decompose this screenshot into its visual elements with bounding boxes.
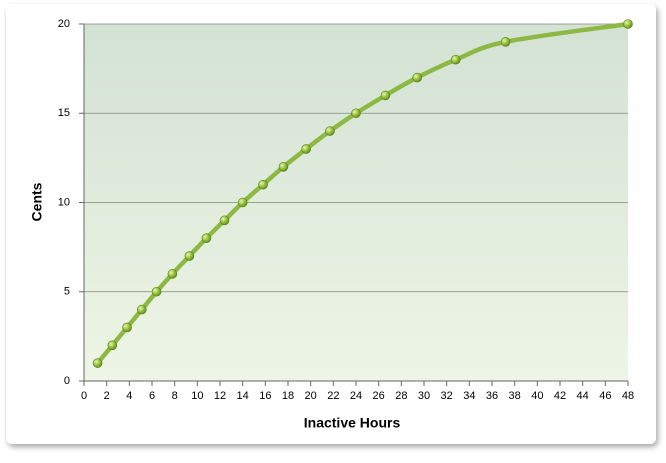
x-tick-label: 48 — [622, 390, 634, 402]
x-tick-label: 10 — [191, 390, 203, 402]
x-tick-label: 34 — [463, 390, 475, 402]
x-axis-title: Inactive Hours — [304, 415, 401, 431]
x-tick-label: 40 — [531, 390, 543, 402]
x-tick-label: 46 — [599, 390, 611, 402]
data-point — [500, 37, 511, 47]
x-tick-label: 26 — [373, 390, 385, 402]
x-tick-label: 18 — [282, 390, 294, 402]
x-tick-label: 36 — [486, 390, 498, 402]
x-tick-label: 0 — [81, 390, 87, 402]
y-axis-title: Cents — [29, 182, 45, 221]
data-point — [151, 286, 162, 297]
data-point — [258, 179, 268, 190]
data-point — [412, 72, 423, 83]
x-tick-label: 44 — [577, 390, 589, 402]
x-tick-label: 8 — [172, 390, 178, 402]
data-point — [184, 251, 195, 261]
x-tick-label: 12 — [214, 390, 226, 402]
data-point — [351, 108, 361, 119]
data-point — [219, 215, 230, 226]
y-tick-label: 5 — [64, 286, 70, 298]
x-tick-label: 14 — [237, 390, 249, 402]
x-tick-label: 2 — [104, 390, 110, 402]
data-point — [201, 233, 212, 243]
y-tick-label: 15 — [58, 107, 70, 119]
x-tick-label: 6 — [149, 390, 155, 402]
data-point — [380, 90, 391, 101]
y-tick-label: 10 — [58, 196, 70, 208]
y-tick-label: 20 — [58, 18, 70, 30]
x-tick-label: 22 — [327, 390, 339, 402]
data-point — [450, 54, 461, 65]
x-tick-label: 24 — [350, 390, 362, 402]
data-point — [92, 358, 103, 368]
data-point — [623, 19, 633, 29]
data-point — [137, 304, 147, 315]
data-point — [167, 269, 178, 279]
data-point — [107, 340, 118, 351]
x-tick-label: 30 — [418, 390, 430, 402]
x-tick-label: 16 — [259, 390, 271, 402]
x-tick-label: 32 — [441, 390, 453, 402]
x-tick-label: 38 — [509, 390, 521, 402]
data-point — [301, 144, 311, 154]
x-tick-label: 20 — [305, 390, 317, 402]
data-point — [278, 162, 289, 172]
x-tick-label: 42 — [554, 390, 566, 402]
data-point — [237, 197, 248, 208]
x-tick-label: 28 — [395, 390, 407, 402]
x-tick-label: 4 — [126, 390, 132, 402]
data-point — [325, 126, 335, 136]
data-point — [122, 322, 132, 333]
y-tick-label: 0 — [64, 375, 70, 387]
